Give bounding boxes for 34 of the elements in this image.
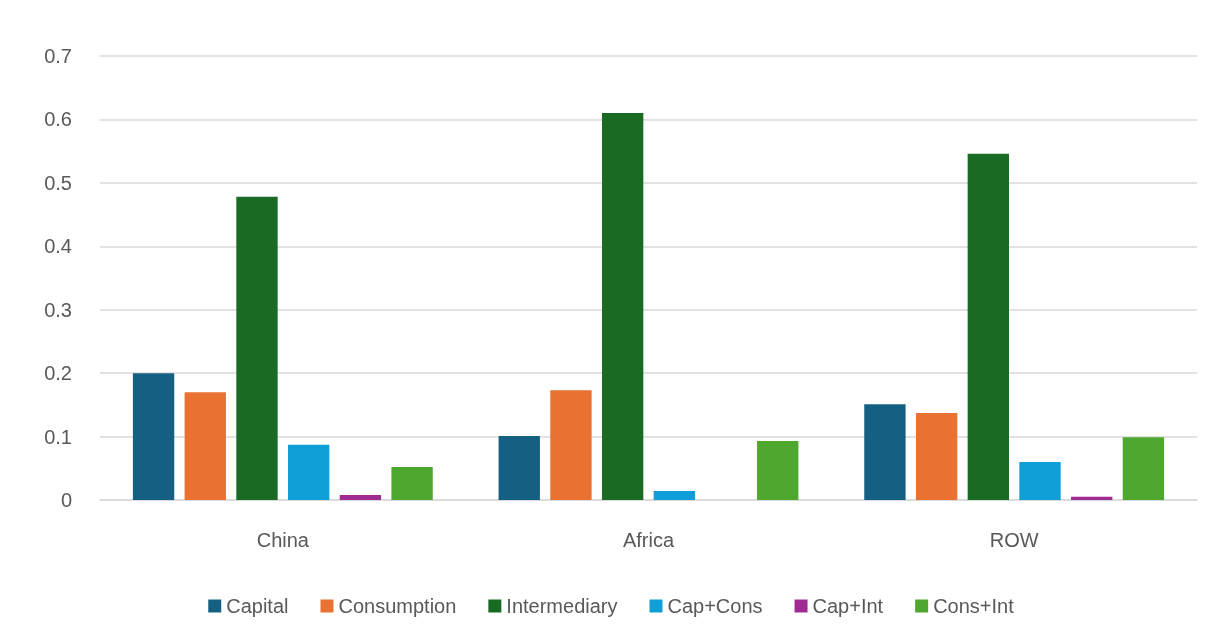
bar (391, 467, 433, 500)
bar (915, 413, 958, 500)
y-tick-label: 0.5 (44, 171, 72, 194)
y-tick-label: 0.4 (44, 235, 72, 258)
bar (1071, 496, 1113, 500)
legend-label: Cap+Cons (667, 595, 763, 617)
bar (339, 494, 382, 500)
bar (498, 435, 540, 500)
bar (1019, 461, 1061, 500)
bar (550, 390, 592, 500)
bar (653, 491, 696, 500)
y-tick-label: 0.1 (44, 425, 72, 448)
y-tick-label: 0.6 (44, 108, 72, 131)
x-tick-label: China (256, 529, 310, 551)
y-tick-label: 0.2 (44, 362, 72, 385)
y-tick-label: 0 (60, 489, 72, 511)
legend-label: Cap+Int (812, 595, 884, 617)
bar (184, 392, 226, 500)
bar (288, 444, 330, 500)
bar (864, 404, 906, 500)
bar (132, 373, 175, 500)
bar (757, 441, 799, 500)
y-tick-label: 0.3 (44, 298, 72, 321)
legend-label: Capital (226, 595, 289, 617)
x-tick-label: ROW (989, 529, 1039, 551)
legend-label: Consumption (338, 595, 457, 617)
legend-label: Intermediary (506, 595, 618, 617)
legend-label: Cons+Int (933, 595, 1015, 617)
x-tick-label: Africa (622, 529, 675, 551)
bar (601, 113, 644, 500)
bar (967, 153, 1009, 500)
bar (1122, 437, 1165, 500)
y-tick-label: 0.7 (44, 45, 72, 67)
bar (236, 196, 278, 500)
